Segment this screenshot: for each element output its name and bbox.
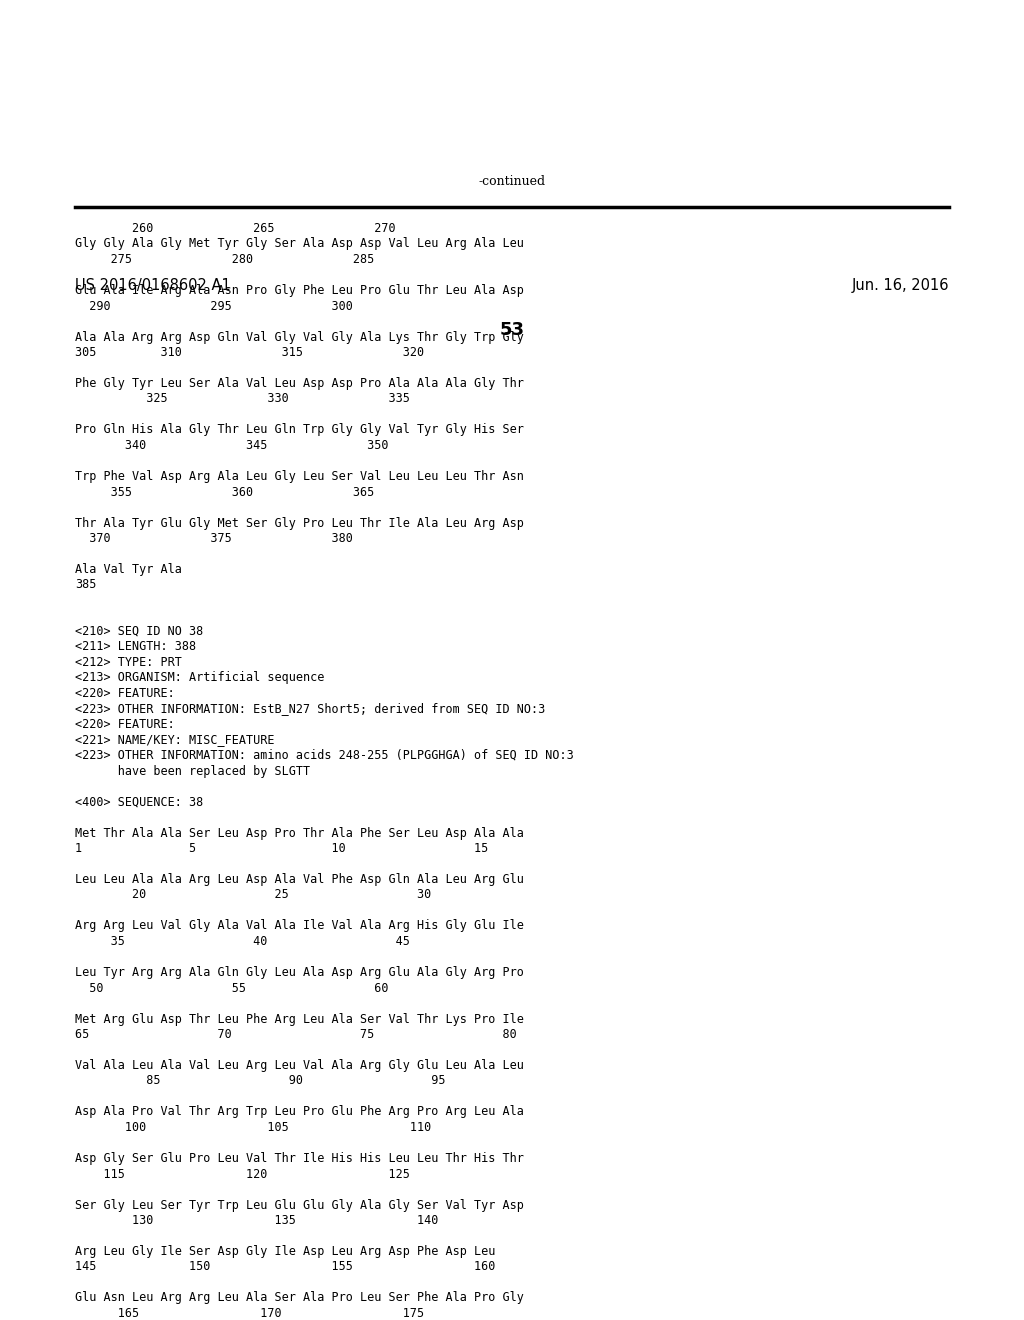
Text: 20                  25                  30: 20 25 30 <box>75 888 431 902</box>
Text: 290              295              300: 290 295 300 <box>75 300 353 313</box>
Text: Glu Asn Leu Arg Arg Leu Ala Ser Ala Pro Leu Ser Phe Ala Pro Gly: Glu Asn Leu Arg Arg Leu Ala Ser Ala Pro … <box>75 1291 524 1304</box>
Text: Glu Ala Ile Arg Ala Asn Pro Gly Phe Leu Pro Glu Thr Leu Ala Asp: Glu Ala Ile Arg Ala Asn Pro Gly Phe Leu … <box>75 284 524 297</box>
Text: Gly Gly Ala Gly Met Tyr Gly Ser Ala Asp Asp Val Leu Arg Ala Leu: Gly Gly Ala Gly Met Tyr Gly Ser Ala Asp … <box>75 238 524 251</box>
Text: 130                 135                 140: 130 135 140 <box>75 1214 438 1228</box>
Text: 65                  70                  75                  80: 65 70 75 80 <box>75 1028 517 1041</box>
Text: 325              330              335: 325 330 335 <box>75 392 410 405</box>
Text: Leu Tyr Arg Arg Ala Gln Gly Leu Ala Asp Arg Glu Ala Gly Arg Pro: Leu Tyr Arg Arg Ala Gln Gly Leu Ala Asp … <box>75 966 524 979</box>
Text: -continued: -continued <box>478 176 546 187</box>
Text: Thr Ala Tyr Glu Gly Met Ser Gly Pro Leu Thr Ile Ala Leu Arg Asp: Thr Ala Tyr Glu Gly Met Ser Gly Pro Leu … <box>75 516 524 529</box>
Text: Trp Phe Val Asp Arg Ala Leu Gly Leu Ser Val Leu Leu Leu Thr Asn: Trp Phe Val Asp Arg Ala Leu Gly Leu Ser … <box>75 470 524 483</box>
Text: <400> SEQUENCE: 38: <400> SEQUENCE: 38 <box>75 796 203 808</box>
Text: Phe Gly Tyr Leu Ser Ala Val Leu Asp Asp Pro Ala Ala Ala Gly Thr: Phe Gly Tyr Leu Ser Ala Val Leu Asp Asp … <box>75 378 524 389</box>
Text: 385: 385 <box>75 578 96 591</box>
Text: Ala Val Tyr Ala: Ala Val Tyr Ala <box>75 564 182 576</box>
Text: Met Arg Glu Asp Thr Leu Phe Arg Leu Ala Ser Val Thr Lys Pro Ile: Met Arg Glu Asp Thr Leu Phe Arg Leu Ala … <box>75 1012 524 1026</box>
Text: 340              345              350: 340 345 350 <box>75 440 388 451</box>
Text: <213> ORGANISM: Artificial sequence: <213> ORGANISM: Artificial sequence <box>75 672 325 685</box>
Text: 165                 170                 175: 165 170 175 <box>75 1307 424 1320</box>
Text: Jun. 16, 2016: Jun. 16, 2016 <box>852 279 949 293</box>
Text: <223> OTHER INFORMATION: amino acids 248-255 (PLPGGHGA) of SEQ ID NO:3: <223> OTHER INFORMATION: amino acids 248… <box>75 748 573 762</box>
Text: 305         310              315              320: 305 310 315 320 <box>75 346 424 359</box>
Text: Ser Gly Leu Ser Tyr Trp Leu Glu Glu Gly Ala Gly Ser Val Tyr Asp: Ser Gly Leu Ser Tyr Trp Leu Glu Glu Gly … <box>75 1199 524 1212</box>
Text: Arg Arg Leu Val Gly Ala Val Ala Ile Val Ala Arg His Gly Glu Ile: Arg Arg Leu Val Gly Ala Val Ala Ile Val … <box>75 920 524 932</box>
Text: 53: 53 <box>500 321 524 339</box>
Text: 145             150                 155                 160: 145 150 155 160 <box>75 1261 496 1274</box>
Text: <221> NAME/KEY: MISC_FEATURE: <221> NAME/KEY: MISC_FEATURE <box>75 734 274 747</box>
Text: <212> TYPE: PRT: <212> TYPE: PRT <box>75 656 182 669</box>
Text: <211> LENGTH: 388: <211> LENGTH: 388 <box>75 640 197 653</box>
Text: 1               5                   10                  15: 1 5 10 15 <box>75 842 488 855</box>
Text: 115                 120                 125: 115 120 125 <box>75 1167 410 1180</box>
Text: 260              265              270: 260 265 270 <box>75 222 395 235</box>
Text: Ala Ala Arg Arg Asp Gln Val Gly Val Gly Ala Lys Thr Gly Trp Gly: Ala Ala Arg Arg Asp Gln Val Gly Val Gly … <box>75 330 524 343</box>
Text: have been replaced by SLGTT: have been replaced by SLGTT <box>75 764 310 777</box>
Text: US 2016/0168602 A1: US 2016/0168602 A1 <box>75 279 230 293</box>
Text: Met Thr Ala Ala Ser Leu Asp Pro Thr Ala Phe Ser Leu Asp Ala Ala: Met Thr Ala Ala Ser Leu Asp Pro Thr Ala … <box>75 826 524 840</box>
Text: Leu Leu Ala Ala Arg Leu Asp Ala Val Phe Asp Gln Ala Leu Arg Glu: Leu Leu Ala Ala Arg Leu Asp Ala Val Phe … <box>75 873 524 886</box>
Text: 100                 105                 110: 100 105 110 <box>75 1121 431 1134</box>
Text: Val Ala Leu Ala Val Leu Arg Leu Val Ala Arg Gly Glu Leu Ala Leu: Val Ala Leu Ala Val Leu Arg Leu Val Ala … <box>75 1059 524 1072</box>
Text: Asp Gly Ser Glu Pro Leu Val Thr Ile His His Leu Leu Thr His Thr: Asp Gly Ser Glu Pro Leu Val Thr Ile His … <box>75 1152 524 1166</box>
Text: 50                  55                  60: 50 55 60 <box>75 982 388 994</box>
Text: Arg Leu Gly Ile Ser Asp Gly Ile Asp Leu Arg Asp Phe Asp Leu: Arg Leu Gly Ile Ser Asp Gly Ile Asp Leu … <box>75 1245 496 1258</box>
Text: Asp Ala Pro Val Thr Arg Trp Leu Pro Glu Phe Arg Pro Arg Leu Ala: Asp Ala Pro Val Thr Arg Trp Leu Pro Glu … <box>75 1106 524 1118</box>
Text: 370              375              380: 370 375 380 <box>75 532 353 545</box>
Text: <210> SEQ ID NO 38: <210> SEQ ID NO 38 <box>75 624 203 638</box>
Text: 35                  40                  45: 35 40 45 <box>75 935 410 948</box>
Text: Pro Gln His Ala Gly Thr Leu Gln Trp Gly Gly Val Tyr Gly His Ser: Pro Gln His Ala Gly Thr Leu Gln Trp Gly … <box>75 424 524 437</box>
Text: 85                  90                  95: 85 90 95 <box>75 1074 445 1088</box>
Text: <220> FEATURE:: <220> FEATURE: <box>75 718 175 731</box>
Text: 355              360              365: 355 360 365 <box>75 486 374 499</box>
Text: 275              280              285: 275 280 285 <box>75 253 374 267</box>
Text: <223> OTHER INFORMATION: EstB_N27 Short5; derived from SEQ ID NO:3: <223> OTHER INFORMATION: EstB_N27 Short5… <box>75 702 545 715</box>
Text: <220> FEATURE:: <220> FEATURE: <box>75 686 175 700</box>
